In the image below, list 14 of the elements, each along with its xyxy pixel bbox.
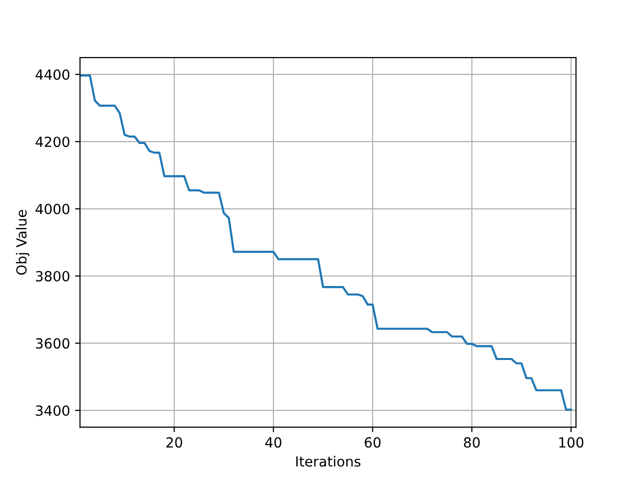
x-axis-title: Iterations	[296, 456, 360, 467]
y-tick-label: 3400	[36, 405, 70, 416]
y-axis-title: Obj Value	[16, 210, 30, 275]
x-tick-label: 40	[265, 437, 282, 448]
y-tick-label: 4400	[36, 69, 70, 80]
y-tick-label: 3600	[36, 338, 70, 349]
x-tick-label: 60	[364, 437, 381, 448]
x-tick-label: 20	[166, 437, 182, 448]
y-tick-label: 4000	[36, 204, 70, 214]
y-tick-label: 3800	[36, 270, 70, 282]
line-series	[80, 74, 572, 411]
x-tick-label: 80	[464, 437, 480, 448]
x-tick-label: 100	[559, 437, 584, 448]
y-tick-label: 4200	[36, 136, 70, 148]
